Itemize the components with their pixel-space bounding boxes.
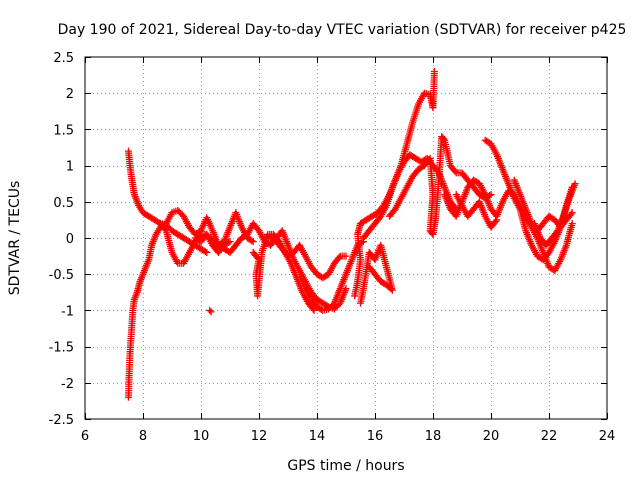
series-arc15 [481,136,576,264]
x-tick-label: 14 [309,429,326,444]
series-arc11 [357,241,396,307]
data-point [430,67,438,75]
data-point [310,306,318,314]
data-point [492,217,500,225]
series-arc14 [452,191,501,231]
x-tick-label: 12 [251,429,268,444]
data-point [440,135,448,143]
x-tick-label: 16 [367,429,384,444]
data-point [493,216,501,224]
x-tick-label: 22 [541,429,558,444]
data-point [568,220,576,228]
data-point [357,299,364,307]
series-arc8 [296,238,367,314]
data-point [249,238,257,246]
y-tick-label: -1.5 [49,341,74,356]
y-tick-label: 0 [66,232,74,247]
y-tick-label: -1 [61,304,74,319]
chart-title: Day 190 of 2021, Sidereal Day-to-day VTE… [58,22,627,38]
series-arc7 [261,234,350,282]
data-point [451,167,459,175]
y-tick-label: -2 [61,377,74,392]
y-tick-label: 2.5 [53,51,74,66]
data-point [225,239,233,247]
data-point [206,306,214,314]
x-tick-label: 24 [599,429,616,444]
x-tick-label: 8 [139,429,147,444]
y-tick-label: -0.5 [49,268,74,283]
data-point [335,254,343,262]
series-arc12 [386,133,495,238]
data-point [342,252,350,260]
series-arc17 [531,180,579,249]
data-points [125,67,579,401]
y-tick-label: 2 [66,87,74,102]
x-axis-title: GPS time / hours [287,458,404,474]
data-point [567,210,575,218]
x-tick-label: 18 [425,429,442,444]
y-tick-label: 0.5 [53,196,74,211]
series-arc2 [125,206,257,401]
axis-ticks [85,57,608,420]
data-point [309,305,317,313]
y-tick-label: 1.5 [53,123,74,138]
y-tick-label: 1 [66,160,74,175]
data-point [203,248,211,256]
x-tick-label: 6 [81,429,89,444]
x-tick-label: 10 [193,429,210,444]
data-point [571,180,579,188]
x-tick-label: 20 [483,429,500,444]
data-point [248,237,256,245]
data-point [207,308,215,316]
y-tick-label: -2.5 [49,413,74,428]
series-arc4 [206,306,215,316]
series-arc5 [191,220,350,313]
x-tick-labels: 6 8 10 12 14 16 18 20 22 24 [81,429,615,444]
data-point [568,209,576,217]
data-point [201,248,209,256]
y-axis-title: SDTVAR / TECUs [7,181,23,296]
data-point [226,238,234,246]
y-tick-labels: -2.5 -2 -1.5 -1 -0.5 0 0.5 1 1.5 2 2.5 [49,51,74,428]
